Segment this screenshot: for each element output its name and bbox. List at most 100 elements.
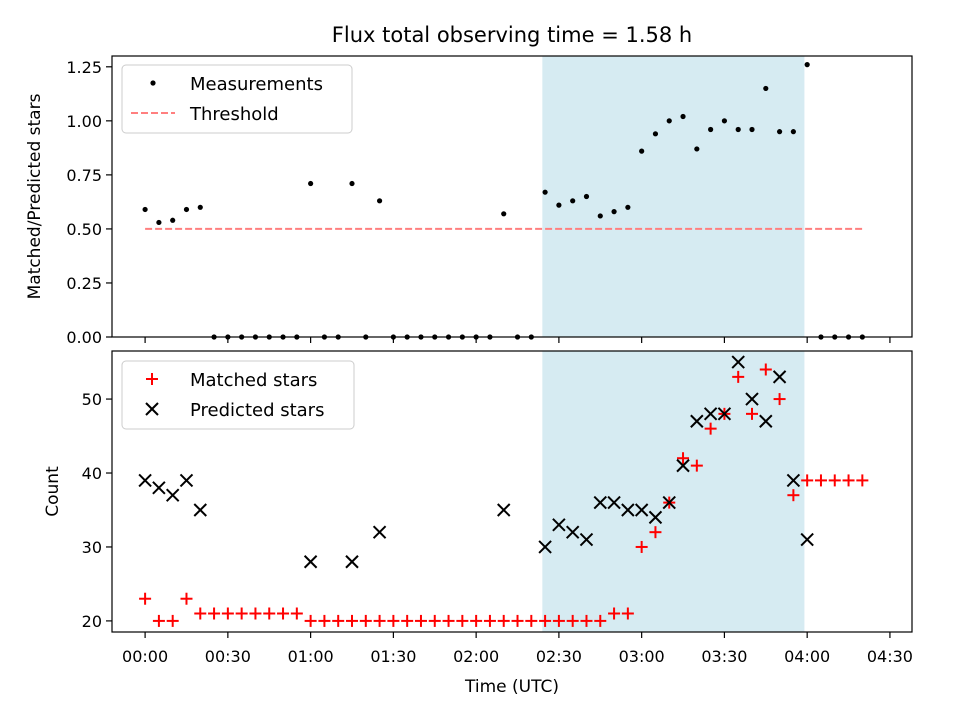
legend-label-predicted-stars: Predicted stars: [190, 400, 324, 421]
y-tick-label: 30: [82, 538, 102, 557]
measurements-point: [694, 146, 700, 152]
top-legend-box: [121, 64, 353, 134]
matched-stars-point: [621, 607, 634, 620]
predicted-stars-point: [372, 525, 387, 539]
measurements-point: [308, 180, 314, 187]
y-tick-label: 40: [82, 464, 102, 483]
matched-stars-point: [801, 474, 814, 487]
matched-stars-point: [787, 489, 800, 502]
measurements-point: [170, 217, 176, 223]
matched-stars-point: [773, 393, 786, 406]
matched-stars-point: [208, 607, 221, 620]
top-axes-frame: [111, 55, 913, 338]
top-legend: Measurements Threshold: [121, 64, 353, 134]
measurements-point: [156, 219, 162, 226]
predicted-stars-point: [593, 495, 607, 510]
y-tick-label: 0.25: [66, 274, 102, 293]
x-tick-label: 02:30: [536, 647, 582, 666]
predicted-stars-point: [731, 355, 745, 369]
y-tick-label: 1.00: [66, 112, 102, 131]
predicted-stars-point: [303, 555, 318, 569]
predicted-stars-point: [634, 503, 649, 517]
predicted-stars-point: [193, 503, 207, 517]
matched-stars-point: [649, 526, 662, 539]
matched-stars-point: [221, 607, 234, 620]
matched-stars-point: [856, 474, 869, 487]
x-tick-label: 03:00: [619, 647, 665, 666]
measurements-point: [652, 131, 659, 137]
measurements-point: [197, 204, 203, 210]
predicted-stars-point: [759, 414, 773, 428]
predicted-stars-point: [703, 407, 718, 421]
legend-label-threshold: Threshold: [189, 104, 279, 125]
y-tick-label: 0.75: [66, 166, 102, 185]
measurements-point: [625, 204, 631, 210]
matched-stars-point: [746, 407, 758, 420]
measurements-point: [570, 198, 576, 204]
top-y-axis-label: Matched/Predicted stars: [25, 93, 45, 299]
matched-stars-point: [828, 474, 841, 487]
legend-label-measurements: Measurements: [190, 74, 323, 95]
legend-marker-predicted-stars: [145, 402, 159, 416]
matched-stars-point: [304, 614, 317, 627]
predicted-stars-point: [648, 510, 663, 525]
y-tick-label: 20: [82, 612, 102, 631]
predicted-stars-point: [717, 407, 732, 421]
matched-stars-point: [704, 422, 717, 435]
predicted-stars-point: [690, 414, 704, 428]
measurements-point: [721, 118, 728, 124]
matched-stars-point: [594, 614, 607, 627]
observing-span: [542, 56, 805, 337]
measurements-point: [183, 206, 190, 213]
matched-stars-point: [359, 614, 372, 627]
matched-stars-point: [346, 614, 358, 627]
matched-stars-point: [373, 614, 386, 627]
top-y-ticks: 0.00 0.25 0.50 0.75 1.00 1.25: [66, 58, 112, 347]
predicted-stars-point: [621, 503, 635, 517]
matched-stars-point: [401, 614, 414, 627]
predicted-stars-point: [676, 458, 690, 473]
matched-stars-point: [552, 614, 565, 627]
predicted-stars-point: [745, 392, 759, 406]
bottom-legend: Matched stars Predicted stars: [121, 360, 355, 430]
bottom-y-axis-label: Count: [43, 466, 63, 517]
matched-stars-point: [759, 363, 772, 376]
x-tick-label: 01:30: [370, 647, 416, 666]
matched-stars-point: [277, 607, 290, 620]
x-tick-label: 04:30: [867, 647, 913, 666]
matched-stars-point: [608, 607, 621, 620]
matched-stars-point: [332, 614, 345, 627]
predicted-stars-point: [152, 481, 166, 495]
legend-marker-measurements: [150, 80, 156, 86]
matched-stars-point: [442, 614, 455, 627]
matched-stars-point: [428, 614, 441, 627]
predicted-stars-point: [538, 540, 552, 554]
predicted-stars-point: [800, 532, 814, 547]
matched-stars-point: [456, 614, 469, 627]
measurements-point: [583, 193, 590, 200]
measurements-point: [501, 211, 507, 217]
x-tick-label: 01:00: [288, 647, 334, 666]
measurements-point: [639, 148, 645, 154]
bottom-legend-box: [121, 360, 355, 430]
matched-stars-point: [525, 614, 538, 627]
predicted-stars-point: [662, 495, 676, 510]
matched-stars-point: [677, 452, 690, 465]
bottom-axes-frame: [111, 350, 913, 633]
matched-stars-point: [539, 614, 552, 627]
matched-stars-point: [290, 607, 303, 620]
predicted-stars-point: [772, 370, 787, 384]
matched-stars-point: [166, 614, 179, 627]
measurements-point: [790, 129, 796, 135]
measurements-point: [708, 126, 714, 133]
chart-title: Flux total observing time = 1.58 h: [332, 23, 692, 47]
x-tick-label: 00:00: [122, 647, 168, 666]
bottom-x-ticks: 00:00 00:30 01:00 01:30 02:00 02:30 03:00 03:30…: [122, 632, 913, 666]
bottom-plot-marks: [138, 355, 869, 627]
x-tick-label: 02:00: [453, 647, 499, 666]
matched-stars-point: [180, 592, 193, 605]
top-panel: 0.00 0.25 0.50 0.75 1.00 1.25 Matched/Predict…: [25, 55, 913, 347]
x-axis-label: Time (UTC): [464, 677, 559, 697]
predicted-stars-point: [786, 473, 801, 488]
